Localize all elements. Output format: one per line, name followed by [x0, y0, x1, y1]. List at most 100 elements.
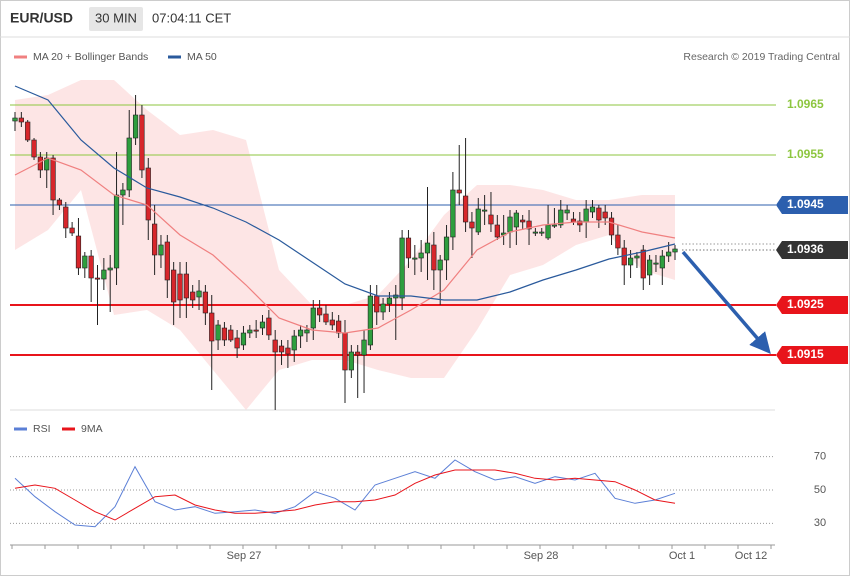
candle-body [31, 139, 37, 158]
candle-body [94, 277, 101, 280]
candle-body [545, 224, 551, 239]
candle-body [412, 257, 418, 260]
level-label-box [776, 196, 848, 214]
candle-body [50, 157, 56, 201]
y-tick-label: 30 [814, 517, 826, 529]
candle-body [659, 255, 665, 269]
level-label-box [776, 296, 848, 314]
candle-body [240, 332, 247, 346]
rsi-line [14, 459, 676, 528]
candle-body [608, 217, 615, 236]
candle-body [107, 267, 113, 271]
candle-body [253, 329, 259, 332]
candle-body [647, 259, 653, 276]
candle-body [228, 329, 234, 341]
candle-body [272, 339, 278, 353]
candle-body [342, 332, 348, 371]
credit: Research © 2019 Trading Central [683, 51, 840, 63]
candle-body [285, 347, 291, 355]
candle-body [18, 117, 24, 123]
timeframe-box [89, 7, 143, 31]
candle-body [443, 236, 450, 261]
candle-body [532, 231, 538, 234]
forecast-arrow [681, 250, 771, 354]
candle-body [666, 251, 672, 257]
candle-body [12, 117, 18, 122]
candle-body [494, 224, 500, 238]
ma-line [14, 157, 676, 334]
candle-body [56, 199, 63, 206]
candle-body [63, 206, 69, 229]
level-label: 1.0945 [787, 197, 824, 211]
candle-body [520, 219, 526, 223]
bollinger-band [15, 80, 675, 410]
candle-body [615, 234, 621, 249]
candle-body [25, 121, 31, 141]
y-tick-label: 70 [814, 451, 826, 463]
candle-body [361, 339, 367, 356]
level-label: 1.0965 [787, 97, 824, 111]
candle-body [259, 321, 266, 329]
candle-body [386, 297, 393, 305]
candle-body [297, 329, 304, 337]
candle-body [234, 337, 240, 349]
symbol: EUR/USD [10, 10, 73, 26]
candle-body [450, 189, 456, 238]
candle-body [653, 262, 659, 265]
candle-body [564, 209, 570, 214]
level-label: 1.0936 [787, 242, 824, 256]
candle-body [164, 241, 170, 281]
x-tick-label: Sep 28 [524, 550, 559, 562]
candle-body [380, 303, 386, 313]
candle-body [526, 220, 532, 230]
level-label: 1.0955 [787, 147, 824, 161]
candle-body [152, 223, 158, 256]
candle-body [247, 329, 253, 334]
candle-body [672, 248, 678, 253]
candle-body [405, 237, 412, 259]
candle-body [507, 216, 513, 233]
candle-body [589, 206, 596, 213]
plot: 1.0965 1.0955 1.0945 1.0936 1.0925 1.0915 MA 2… [10, 51, 848, 562]
candle-body [323, 313, 329, 323]
candle-body [475, 208, 481, 233]
candle-body [424, 242, 431, 254]
candle-body [37, 156, 43, 171]
candle-body [462, 195, 469, 223]
candle-body [336, 320, 342, 334]
candle-body [367, 295, 373, 346]
legend-label: 9MA [81, 423, 103, 435]
candle-body [221, 327, 228, 341]
candle-body [291, 335, 297, 351]
candle-body [88, 255, 94, 279]
level-label-box [776, 241, 848, 259]
candle-body [139, 114, 145, 171]
y-tick-label: 50 [814, 484, 826, 496]
legend-label: MA 50 [187, 51, 217, 63]
candle-body [399, 237, 405, 299]
candle-body [469, 221, 475, 229]
clock: 07:04:11 CET [152, 10, 231, 25]
candle-body [158, 244, 164, 256]
candle-body [374, 295, 380, 313]
candle-body [75, 235, 82, 269]
candle-body [558, 209, 564, 226]
candle-body [215, 324, 221, 341]
candle-body [437, 259, 443, 271]
candle-body [456, 189, 462, 194]
candle-body [355, 351, 361, 356]
candle-body [551, 224, 558, 227]
candle-body [82, 255, 88, 269]
legend-label: RSI [33, 423, 51, 435]
candle-body [120, 189, 126, 196]
candle-body [190, 291, 196, 301]
candle-body [602, 211, 608, 219]
level-label: 1.0925 [787, 297, 824, 311]
candle-body [202, 291, 208, 314]
candle-body [627, 257, 634, 266]
candle-body [634, 255, 640, 259]
candle-body [101, 269, 107, 280]
candle-body [596, 207, 602, 221]
candle-body [310, 307, 316, 329]
